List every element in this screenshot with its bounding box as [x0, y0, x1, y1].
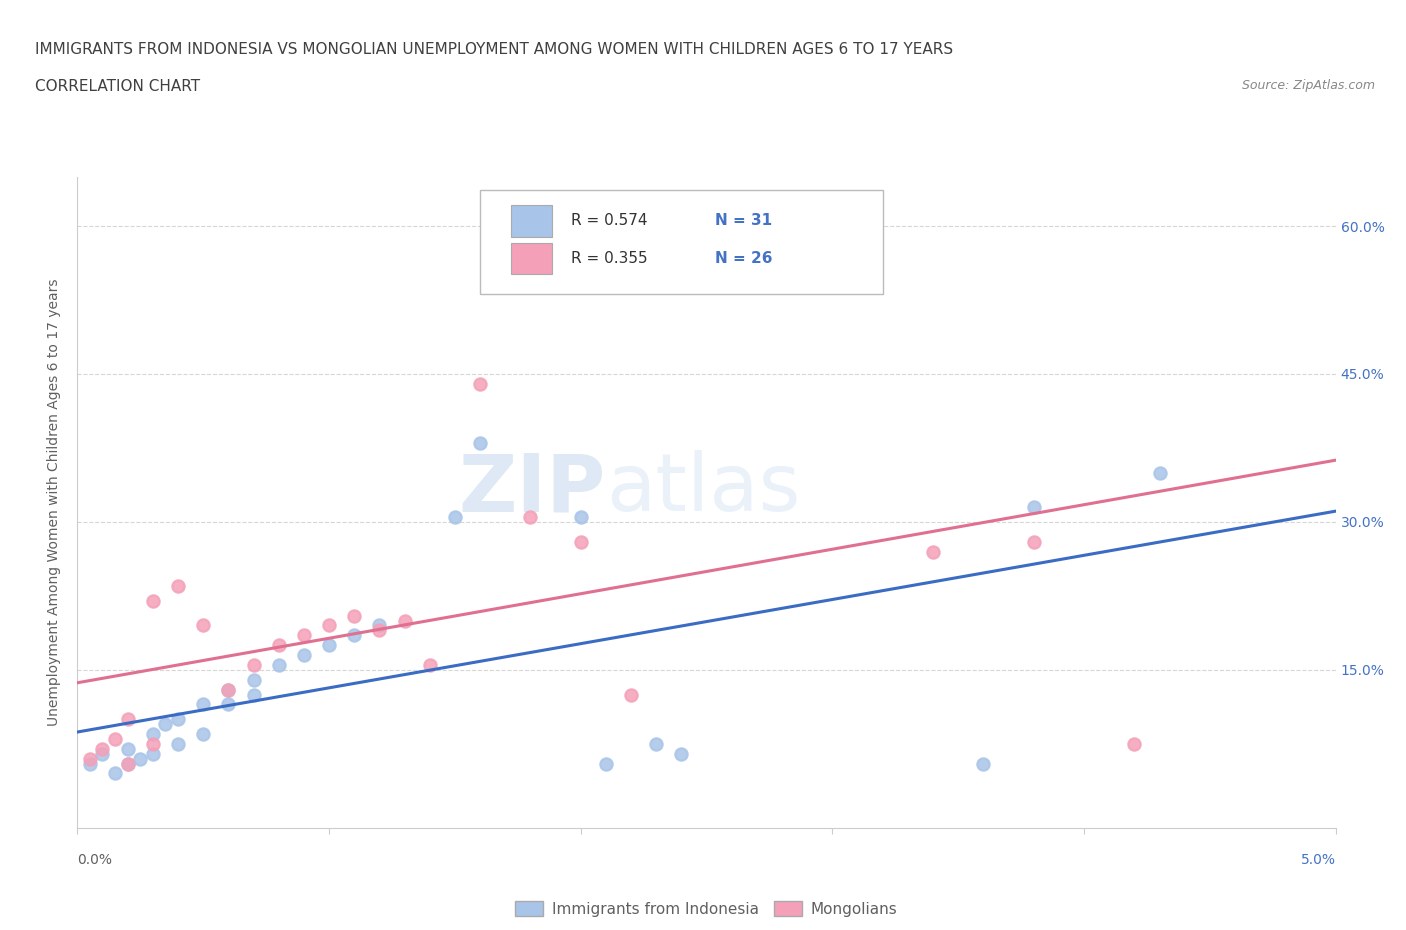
Text: IMMIGRANTS FROM INDONESIA VS MONGOLIAN UNEMPLOYMENT AMONG WOMEN WITH CHILDREN AG: IMMIGRANTS FROM INDONESIA VS MONGOLIAN U…	[35, 42, 953, 57]
Y-axis label: Unemployment Among Women with Children Ages 6 to 17 years: Unemployment Among Women with Children A…	[48, 278, 62, 726]
FancyBboxPatch shape	[512, 206, 551, 236]
Point	[217, 697, 239, 711]
Point	[343, 628, 366, 643]
Point	[117, 711, 139, 726]
Point	[394, 613, 416, 628]
Point	[129, 751, 152, 766]
Point	[155, 717, 177, 732]
Point	[117, 756, 139, 771]
Point	[242, 658, 264, 672]
Point	[972, 756, 994, 771]
Text: N = 26: N = 26	[716, 251, 773, 266]
Point	[142, 746, 165, 761]
Point	[468, 377, 491, 392]
Text: 5.0%: 5.0%	[1301, 853, 1336, 868]
Point	[343, 608, 366, 623]
Point	[191, 618, 215, 633]
Text: 0.0%: 0.0%	[77, 853, 112, 868]
Point	[167, 578, 190, 593]
Point	[267, 658, 290, 672]
Text: atlas: atlas	[606, 450, 800, 528]
Point	[142, 593, 165, 608]
Point	[191, 726, 215, 741]
Point	[368, 618, 391, 633]
Point	[620, 687, 643, 702]
Point	[191, 697, 215, 711]
Point	[217, 683, 239, 698]
Legend: Immigrants from Indonesia, Mongolians: Immigrants from Indonesia, Mongolians	[508, 893, 905, 924]
Point	[292, 647, 315, 662]
Point	[519, 510, 541, 525]
Point	[645, 737, 668, 751]
Point	[1022, 534, 1045, 549]
Point	[569, 534, 592, 549]
Point	[242, 672, 264, 687]
Text: R = 0.355: R = 0.355	[571, 251, 647, 266]
Point	[79, 751, 101, 766]
Point	[444, 510, 467, 525]
Text: ZIP: ZIP	[458, 450, 606, 528]
Point	[104, 732, 127, 747]
Text: CORRELATION CHART: CORRELATION CHART	[35, 79, 200, 94]
Point	[1022, 499, 1045, 514]
Point	[1149, 465, 1171, 480]
Point	[318, 618, 340, 633]
Point	[79, 756, 101, 771]
Point	[419, 658, 441, 672]
Point	[117, 741, 139, 756]
Point	[318, 638, 340, 653]
Point	[368, 623, 391, 638]
Point	[142, 737, 165, 751]
Point	[167, 737, 190, 751]
Text: Source: ZipAtlas.com: Source: ZipAtlas.com	[1241, 79, 1375, 92]
Point	[595, 756, 617, 771]
Point	[91, 741, 114, 756]
FancyBboxPatch shape	[512, 243, 551, 274]
Point	[569, 510, 592, 525]
Point	[217, 683, 239, 698]
Point	[292, 628, 315, 643]
FancyBboxPatch shape	[479, 190, 883, 294]
Point	[117, 756, 139, 771]
Point	[104, 766, 127, 781]
Point	[922, 544, 945, 559]
Point	[242, 687, 264, 702]
Point	[167, 711, 190, 726]
Text: R = 0.574: R = 0.574	[571, 214, 647, 229]
Point	[468, 435, 491, 450]
Point	[267, 638, 290, 653]
Text: N = 31: N = 31	[716, 214, 772, 229]
Point	[91, 746, 114, 761]
Point	[745, 229, 768, 244]
Point	[671, 746, 693, 761]
Point	[142, 726, 165, 741]
Point	[1123, 737, 1146, 751]
